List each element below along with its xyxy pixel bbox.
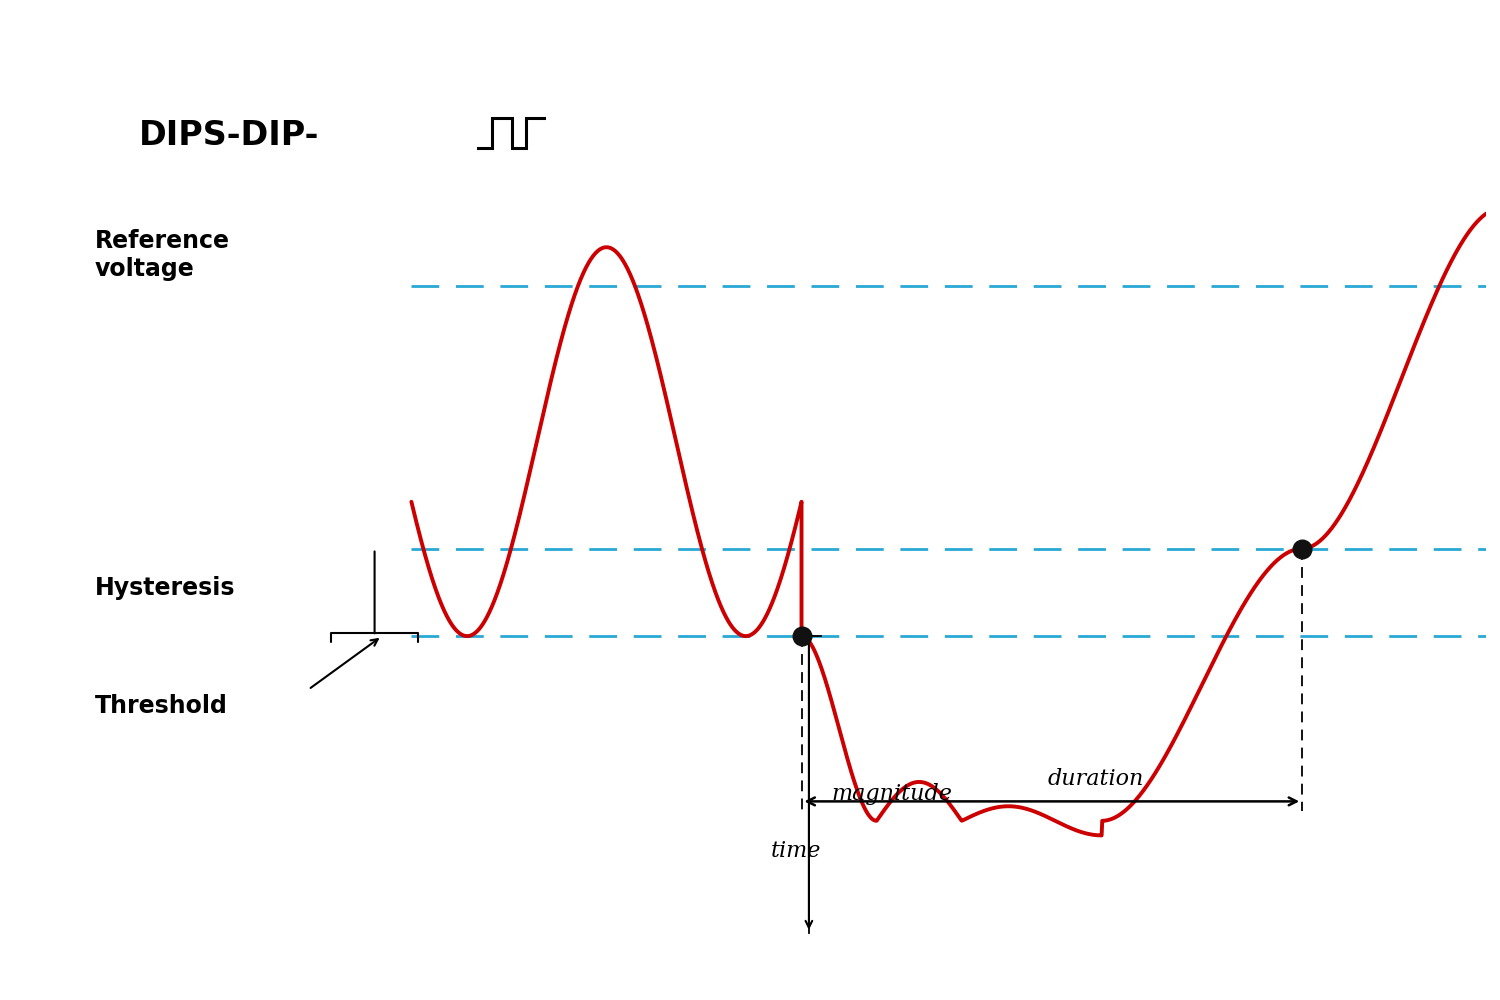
Text: magnitude: magnitude bbox=[831, 783, 952, 805]
Point bbox=[1290, 541, 1314, 557]
Text: Reference
voltage: Reference voltage bbox=[94, 229, 230, 281]
Text: Hysteresis: Hysteresis bbox=[94, 575, 236, 599]
Text: Threshold: Threshold bbox=[94, 694, 228, 718]
Point bbox=[789, 628, 813, 644]
Text: DIPS-DIP-: DIPS-DIP- bbox=[140, 119, 320, 152]
Text: time: time bbox=[771, 840, 820, 862]
Text: duration: duration bbox=[1048, 768, 1144, 790]
